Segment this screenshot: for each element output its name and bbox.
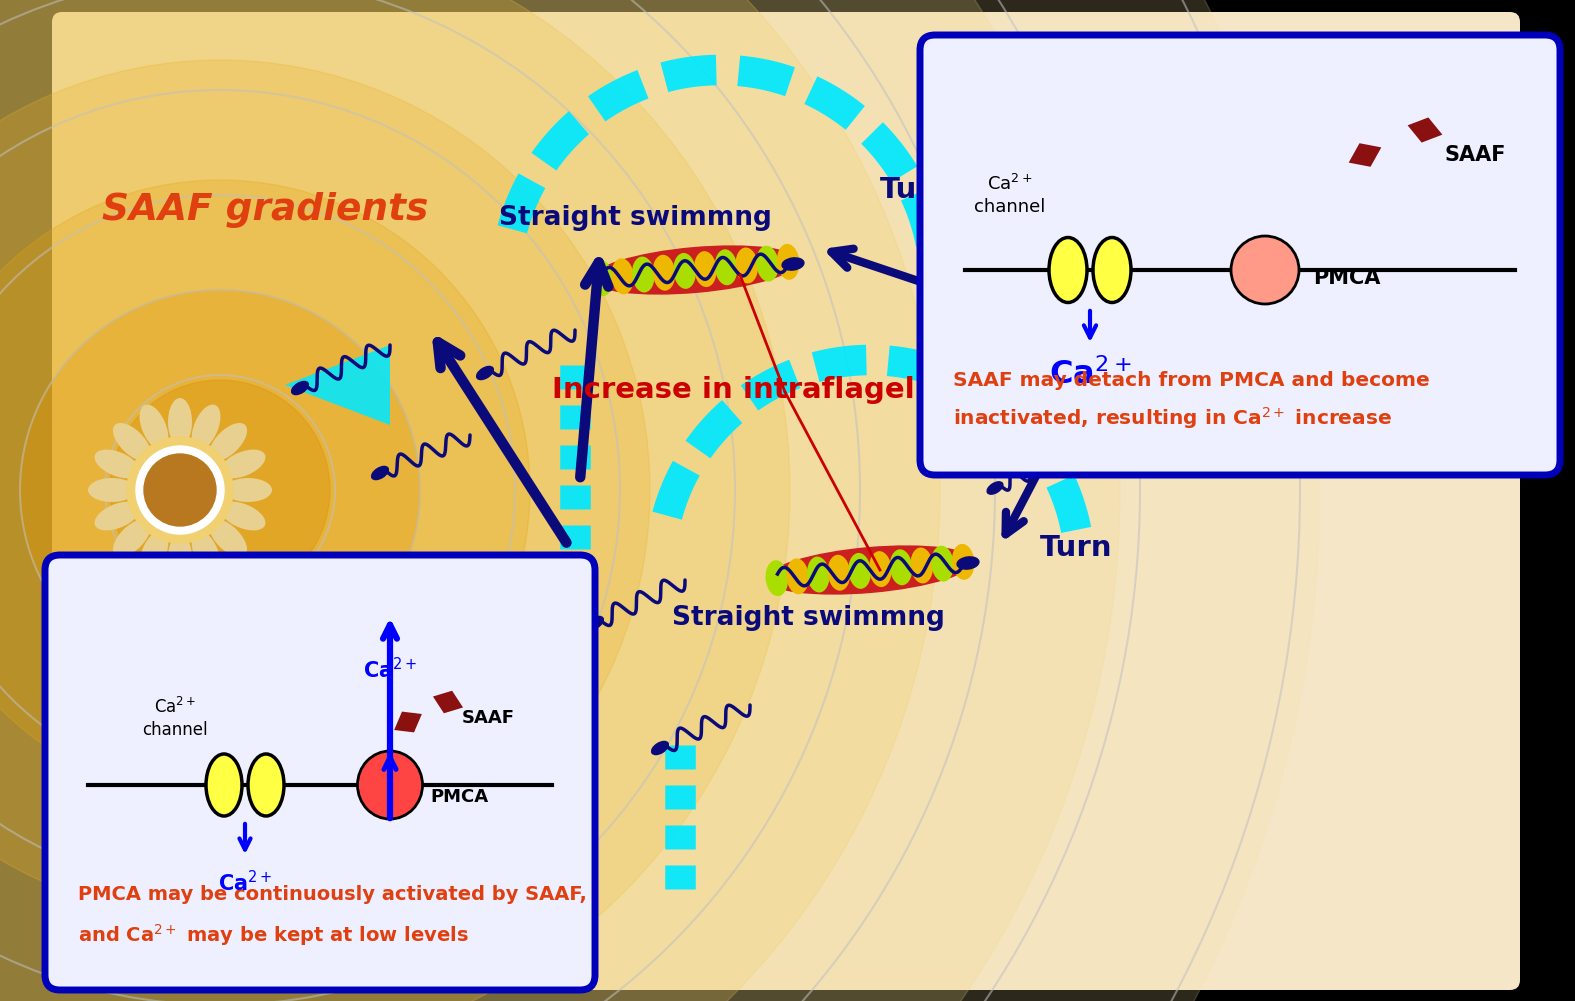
Ellipse shape — [192, 404, 221, 449]
Ellipse shape — [786, 559, 810, 595]
Text: 2+: 2+ — [1055, 364, 1082, 382]
Ellipse shape — [652, 742, 668, 755]
Ellipse shape — [291, 381, 309, 394]
Ellipse shape — [192, 531, 221, 576]
Circle shape — [0, 0, 1320, 1001]
Text: SAAF gradients: SAAF gradients — [102, 192, 428, 228]
Polygon shape — [1348, 143, 1381, 167]
Text: Ca$^{2+}$
channel: Ca$^{2+}$ channel — [975, 174, 1046, 216]
Ellipse shape — [477, 366, 493, 379]
Circle shape — [0, 60, 650, 920]
Text: Straight swimmng: Straight swimmng — [671, 605, 945, 631]
Ellipse shape — [765, 546, 973, 595]
Text: Straight swimmng: Straight swimmng — [499, 205, 772, 231]
Text: Ca$^{2+}$: Ca$^{2+}$ — [1049, 358, 1131, 391]
Text: Ca$^{2+}$: Ca$^{2+}$ — [362, 658, 417, 683]
Ellipse shape — [169, 534, 192, 582]
Ellipse shape — [221, 502, 266, 531]
Text: SAAF: SAAF — [1444, 145, 1507, 165]
Text: Ca$^{2+}$
channel: Ca$^{2+}$ channel — [142, 697, 208, 739]
Circle shape — [0, 0, 791, 1001]
Text: Ca$^{2+}$: Ca$^{2+}$ — [217, 871, 272, 896]
Ellipse shape — [890, 550, 912, 586]
Ellipse shape — [209, 520, 247, 558]
Ellipse shape — [206, 754, 243, 816]
FancyBboxPatch shape — [46, 555, 595, 990]
Polygon shape — [433, 691, 463, 714]
Ellipse shape — [221, 449, 266, 478]
Ellipse shape — [695, 251, 717, 287]
Ellipse shape — [591, 245, 799, 294]
Circle shape — [128, 437, 233, 543]
Ellipse shape — [169, 398, 192, 446]
Ellipse shape — [94, 502, 140, 531]
Polygon shape — [394, 712, 422, 733]
Ellipse shape — [765, 561, 788, 597]
Polygon shape — [1408, 117, 1443, 142]
Circle shape — [0, 180, 531, 800]
Ellipse shape — [586, 617, 603, 630]
Ellipse shape — [358, 751, 422, 819]
Ellipse shape — [140, 404, 169, 449]
Ellipse shape — [674, 253, 696, 289]
Ellipse shape — [113, 520, 151, 558]
Circle shape — [0, 0, 1120, 1001]
Ellipse shape — [783, 258, 803, 270]
Ellipse shape — [591, 260, 613, 296]
Text: and Ca$^{2+}$ may be kept at low levels: and Ca$^{2+}$ may be kept at low levels — [79, 922, 469, 948]
Ellipse shape — [849, 553, 871, 589]
Text: Turn: Turn — [880, 176, 953, 204]
Ellipse shape — [372, 466, 389, 479]
Ellipse shape — [209, 423, 247, 460]
Text: PMCA: PMCA — [1314, 268, 1380, 288]
Circle shape — [110, 380, 331, 600]
Text: PMCA: PMCA — [430, 788, 488, 806]
Ellipse shape — [94, 449, 140, 478]
Ellipse shape — [958, 557, 980, 570]
Ellipse shape — [113, 423, 151, 460]
Ellipse shape — [806, 557, 830, 593]
Ellipse shape — [88, 478, 135, 502]
Text: SAAF: SAAF — [461, 709, 515, 727]
Text: SAAF may detach from PMCA and become: SAAF may detach from PMCA and become — [953, 370, 1430, 389]
Ellipse shape — [828, 555, 851, 591]
Ellipse shape — [1232, 236, 1299, 304]
Ellipse shape — [910, 548, 932, 584]
Ellipse shape — [224, 478, 272, 502]
Circle shape — [20, 290, 421, 690]
Ellipse shape — [869, 552, 891, 587]
Ellipse shape — [247, 754, 284, 816]
Ellipse shape — [736, 247, 758, 283]
Text: inactivated, resulting in Ca$^{2+}$ increase: inactivated, resulting in Ca$^{2+}$ incr… — [953, 405, 1392, 431]
Ellipse shape — [931, 546, 954, 582]
Ellipse shape — [652, 255, 676, 290]
FancyBboxPatch shape — [52, 12, 1520, 990]
Circle shape — [135, 446, 224, 534]
Circle shape — [0, 0, 940, 1001]
Ellipse shape — [776, 244, 800, 280]
Ellipse shape — [951, 544, 975, 580]
Ellipse shape — [715, 249, 737, 285]
Text: Increase in intraflagellar Ca: Increase in intraflagellar Ca — [551, 376, 1010, 404]
Ellipse shape — [988, 481, 1003, 494]
Circle shape — [143, 454, 216, 526]
Polygon shape — [285, 345, 391, 425]
Ellipse shape — [632, 256, 655, 292]
Ellipse shape — [1093, 237, 1131, 302]
Ellipse shape — [756, 245, 778, 281]
Text: PMCA may be continuously activated by SAAF,: PMCA may be continuously activated by SA… — [79, 886, 587, 905]
Ellipse shape — [611, 258, 633, 294]
Ellipse shape — [1049, 237, 1087, 302]
FancyBboxPatch shape — [920, 35, 1559, 475]
Ellipse shape — [140, 531, 169, 576]
Text: Turn: Turn — [1040, 534, 1112, 562]
